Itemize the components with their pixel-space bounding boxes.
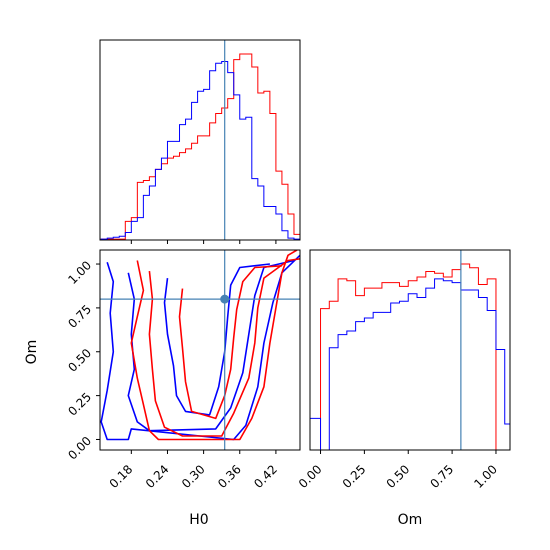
- om-x-tick-label: 0.00: [296, 462, 325, 491]
- joint-truth-marker: [220, 294, 230, 304]
- blue-contour-3: [163, 263, 270, 416]
- joint-x-tick-label: 0.30: [179, 462, 208, 491]
- h0-hist-red-series: [100, 53, 301, 240]
- joint-y-tick-label: 0.00: [65, 434, 94, 463]
- joint-contours: [100, 250, 300, 441]
- joint-y-tick-label: 1.00: [65, 258, 94, 287]
- h0-hist-frame: [99, 39, 301, 241]
- om-histogram-panel: 0.00 0.25 0.50 0.75 1.00: [296, 249, 511, 491]
- blue-contour-1: [100, 254, 300, 441]
- joint-x-tick-label: 0.18: [107, 462, 136, 491]
- red-contour-1: [130, 250, 298, 441]
- h0-histogram-panel: [99, 39, 301, 244]
- om-x-tick-label: 0.75: [427, 462, 456, 491]
- x-axis-label-om: Om: [398, 512, 423, 528]
- om-x-tick-label: 0.25: [340, 462, 369, 491]
- h0-hist-blue-series: [100, 60, 301, 240]
- om-x-tick-label: 1.00: [471, 462, 500, 491]
- om-hist-blue-series: [309, 278, 511, 451]
- om-hist-frame: [309, 249, 511, 451]
- joint-y-tick-label: 0.75: [65, 302, 94, 331]
- joint-y-tick-label: 0.25: [65, 390, 94, 419]
- joint-x-tick-label: 0.42: [251, 462, 280, 491]
- joint-frame: [99, 249, 301, 451]
- joint-x-tick-label: 0.24: [143, 462, 172, 491]
- om-x-tick-label: 0.50: [384, 462, 413, 491]
- joint-x-tick-label: 0.36: [215, 462, 244, 491]
- om-hist-red-series: [310, 263, 510, 451]
- joint-y-tick-label: 0.50: [65, 346, 94, 375]
- h0-om-joint-panel: 0.18 0.24 0.30 0.36 0.42 0.00 0.25 0.50 0.75 1.00: [65, 249, 301, 491]
- y-axis-label-om: Om: [24, 340, 40, 365]
- x-axis-label-h0: H0: [189, 512, 208, 528]
- red-contour-2: [148, 258, 300, 437]
